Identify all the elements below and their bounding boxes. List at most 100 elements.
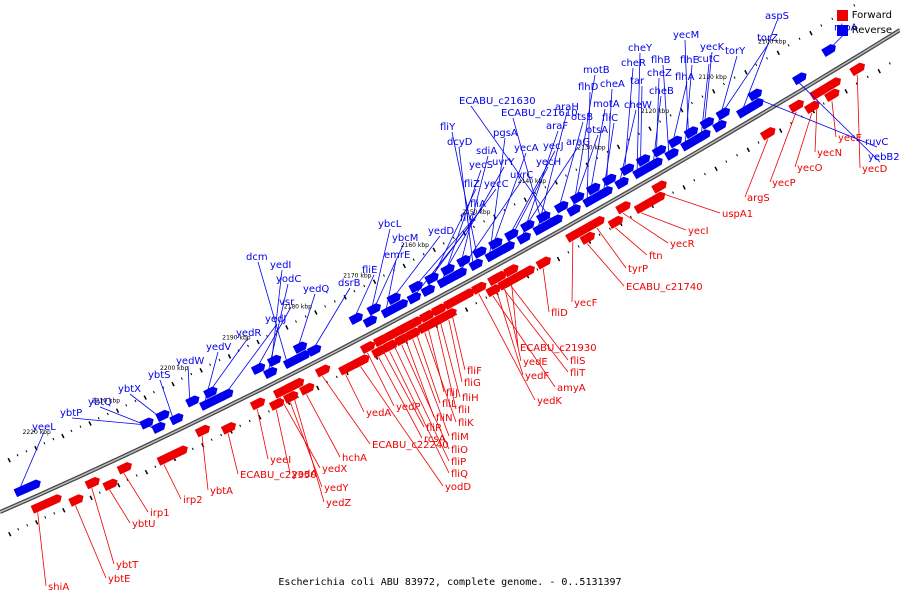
forward-gene-label: fliG [464, 378, 481, 389]
leader-line [385, 259, 397, 314]
scale-tick [363, 284, 366, 288]
leader-line [201, 436, 209, 491]
leader-line [123, 473, 149, 513]
reverse-gene-arrow [292, 341, 308, 354]
forward-gene-label: fliS [570, 356, 585, 367]
reverse-gene-label: flhD [578, 82, 599, 93]
scale-tick [606, 150, 609, 154]
forward-gene-label: rcsA [424, 434, 446, 445]
reverse-gene-label: otsA [586, 125, 608, 136]
scale-tick [62, 507, 66, 513]
forward-gene-arrow [809, 77, 841, 101]
scale-tick [335, 375, 338, 379]
reverse-gene-label: araG [566, 137, 590, 148]
leader-line [424, 188, 477, 293]
forward-gene-arrow [589, 215, 605, 230]
leader-line [187, 365, 191, 403]
leader-line [389, 351, 450, 474]
leader-line [618, 109, 637, 185]
forward-gene-arrow [353, 354, 369, 368]
reverse-gene-label: yedW [176, 356, 204, 367]
forward-gene-label: irp2 [183, 495, 203, 506]
leader-line [478, 293, 536, 401]
forward-gene-label: ECABU_c22350 [240, 470, 317, 481]
forward-gene-label: ybtE [108, 574, 131, 585]
forward-gene-label: argS [747, 193, 770, 204]
scale-tick [117, 482, 121, 488]
forward-gene-label: yedK [537, 396, 562, 407]
reverse-gene-arrow [488, 237, 503, 251]
scale-tick [144, 469, 149, 475]
forward-gene-label: ybtU [132, 519, 156, 530]
forward-gene-arrow [470, 281, 487, 295]
scale-tick [475, 301, 478, 305]
leader-line [524, 146, 579, 228]
leader-line [17, 431, 45, 493]
scale-tick [106, 412, 109, 416]
leader-line [856, 75, 861, 169]
reverse-gene-arrow [569, 191, 585, 205]
reverse-gene-label: fliA [470, 199, 486, 210]
leader-line [71, 417, 145, 426]
scale-tick [210, 438, 213, 441]
scale-tick [473, 225, 475, 229]
leader-line [360, 366, 444, 487]
leader-line [624, 67, 634, 172]
reverse-gene-arrow [664, 148, 679, 161]
forward-gene-label: yecE [838, 133, 862, 144]
reverse-gene-arrow [500, 241, 515, 254]
scale-label: 2150 kbp [462, 209, 490, 216]
leader-line [163, 464, 182, 500]
reverse-gene-arrow [699, 116, 715, 130]
leader-line [510, 276, 519, 348]
scale-tick [89, 495, 93, 501]
forward-gene-label: ybtA [210, 486, 233, 497]
forward-gene-arrow [823, 88, 840, 103]
reverse-gene-arrow [667, 135, 683, 149]
leader-line [470, 105, 554, 223]
leader-line [223, 323, 278, 397]
forward-gene-label: yeeI [270, 455, 291, 466]
reverse-gene-arrow [262, 366, 278, 380]
scale-label: 2180 kbp [284, 304, 312, 311]
leader-line [129, 393, 161, 418]
leader-line [508, 150, 556, 237]
forward-gene-arrow [359, 341, 376, 355]
scale-tick [97, 417, 100, 420]
scale-label: 2190 kbp [222, 335, 250, 342]
scale-tick [171, 381, 175, 387]
scale-tick [422, 253, 425, 256]
reverse-gene-arrow [504, 228, 519, 242]
scale-tick [180, 377, 183, 380]
scale-tick [638, 132, 640, 135]
scale-tick [712, 89, 716, 94]
forward-gene-arrow [535, 256, 551, 270]
reverse-gene-arrow [424, 272, 439, 285]
scale-tick [536, 268, 539, 271]
scale-tick [248, 419, 251, 423]
leader-line [438, 315, 461, 398]
leader-line [436, 326, 457, 410]
forward-gene-arrow [249, 397, 266, 411]
scale-tick [513, 203, 516, 206]
reverse-gene-arrow [651, 144, 667, 158]
leader-line [658, 192, 721, 214]
reverse-gene-label: flhB [651, 55, 671, 66]
scale-tick [766, 57, 768, 60]
scale-tick [218, 358, 221, 362]
scale-tick [316, 385, 320, 391]
scale-tick [464, 307, 469, 312]
forward-gene-arrow [102, 478, 118, 492]
leader-line [451, 131, 478, 255]
scale-label: 2130 kbp [577, 144, 605, 151]
leader-line [75, 505, 107, 579]
forward-gene-label: fliD [551, 308, 568, 319]
leader-line [456, 179, 523, 276]
genome-caption: Escherichia coli ABU 83972, complete gen… [278, 577, 622, 588]
forward-gene-arrow [314, 364, 331, 378]
leader-line [744, 139, 769, 198]
leader-line [271, 269, 283, 363]
forward-gene-label: fliF [467, 366, 482, 377]
reverse-gene-label: cheY [628, 43, 653, 54]
